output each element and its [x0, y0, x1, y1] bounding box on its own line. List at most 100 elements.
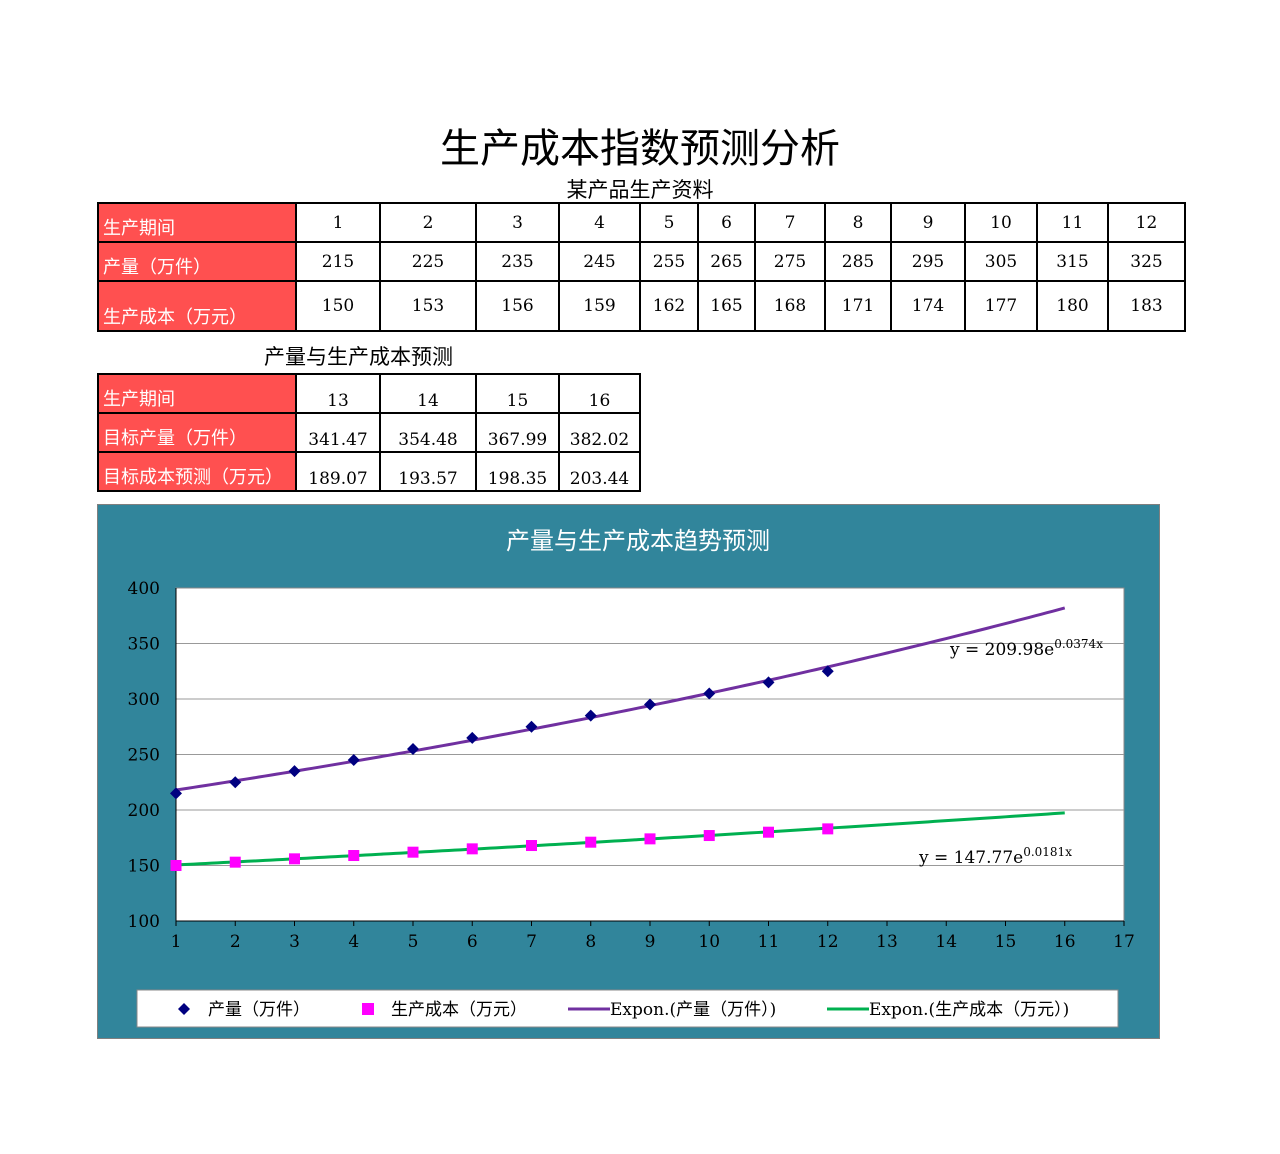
series2-point — [407, 846, 419, 858]
y-tick-label: 300 — [128, 690, 160, 710]
production-table-cell: 174 — [890, 280, 966, 332]
x-tick-label: 3 — [289, 932, 300, 952]
x-tick-label: 5 — [408, 932, 419, 952]
forecast-table-cell: 189.07 — [295, 451, 381, 492]
forecast-table-cell: 367.99 — [475, 412, 560, 453]
x-tick-label: 8 — [585, 932, 596, 952]
chart-legend: 产量（万件） 生产成本（万元） Expon.(产量（万件）) Expon.(生产成本（… — [136, 989, 1119, 1028]
series1-point — [703, 687, 716, 700]
forecast-table-cell: 16 — [558, 373, 641, 414]
production-table-cell: 285 — [824, 241, 892, 282]
production-table-cell: 168 — [754, 280, 826, 332]
production-table-cell: 3 — [475, 202, 560, 243]
production-table-cell: 7 — [754, 202, 826, 243]
series2-point — [526, 840, 537, 852]
series1-point — [170, 787, 182, 800]
production-table-cell: 9 — [890, 202, 966, 243]
production-table-row: 产量（万件） 215 225 235 245 255 265 275 285 295 305 315 3… — [97, 241, 1186, 282]
production-table-cell: 275 — [754, 241, 826, 282]
production-table-cell: 8 — [824, 202, 892, 243]
y-tick-label: 100 — [128, 912, 160, 932]
chart-title: 产量与生产成本趋势预测 — [506, 527, 770, 555]
forecast-table-cell: 354.48 — [379, 412, 477, 453]
forecast-table-cell: 193.57 — [379, 451, 477, 492]
y-tick-label: 400 — [128, 579, 160, 599]
production-table-cell: 156 — [475, 280, 560, 332]
forecast-table-cell: 15 — [475, 373, 560, 414]
production-table-cell: 265 — [697, 241, 756, 282]
legend-label: Expon.(生产成本（万元）) — [869, 1000, 1069, 1020]
production-table-row: 生产期间 1 2 3 4 5 6 7 8 9 10 11 12 — [97, 202, 1186, 243]
page-title: 生产成本指数预测分析 — [440, 126, 840, 172]
x-tick-label: 9 — [645, 932, 656, 952]
production-table-cell: 325 — [1107, 241, 1186, 282]
series2-point — [703, 830, 715, 842]
x-tick-label: 17 — [1113, 932, 1135, 952]
x-tick-label: 4 — [348, 932, 359, 952]
production-table-cell: 150 — [295, 280, 381, 332]
series1-point — [525, 720, 538, 733]
production-table-cell: 2 — [379, 202, 477, 243]
forecast-table: 生产期间 13 14 15 16 目标产量（万件） 341.47 354.48 367.99 38… — [97, 373, 641, 492]
series2-point — [822, 823, 834, 835]
series2-point — [229, 856, 241, 868]
production-table-cell: 153 — [379, 280, 477, 332]
production-table-cell: 1 — [295, 202, 381, 243]
series2-point — [348, 850, 360, 862]
forecast-table-cell: 203.44 — [558, 451, 641, 492]
trend-equation-label: y = 209.98e0.0374x — [949, 637, 1103, 660]
series2-point — [466, 843, 478, 855]
x-tick-label: 7 — [526, 932, 537, 952]
production-table-cell: 4 — [558, 202, 641, 243]
trendline-2 — [175, 811, 1065, 867]
y-tick-label: 350 — [128, 635, 160, 655]
x-tick-label: 2 — [230, 932, 241, 952]
production-table-cell: 10 — [964, 202, 1038, 243]
forecast-table-cell: 13 — [295, 373, 381, 414]
production-table-cell: 180 — [1036, 280, 1109, 332]
x-tick-label: 1 — [171, 932, 182, 952]
trend-equation-exponent: 0.0181x — [1023, 845, 1072, 859]
production-table-cell: 295 — [890, 241, 966, 282]
table1-caption: 某产品生产资料 — [566, 178, 714, 202]
production-table-cell: 171 — [824, 280, 892, 332]
production-table-cell: 165 — [697, 280, 756, 332]
y-tick-label: 250 — [128, 746, 160, 766]
production-table-cell: 215 — [295, 241, 381, 282]
series2-point — [170, 860, 182, 871]
x-tick-label: 15 — [995, 932, 1017, 952]
production-table-cell: 225 — [379, 241, 477, 282]
y-tick-label: 200 — [128, 801, 160, 821]
x-tick-label: 10 — [698, 932, 720, 952]
production-table-cell: 159 — [558, 280, 641, 332]
table2-caption: 产量与生产成本预测 — [264, 345, 453, 369]
production-table-cell: 11 — [1036, 202, 1109, 243]
forecast-table-cell: 198.35 — [475, 451, 560, 492]
forecast-table-row-label: 目标成本预测（万元） — [97, 451, 297, 492]
series2-point — [763, 826, 774, 838]
legend-diamond-icon — [178, 1003, 190, 1015]
trend-equation-exponent: 0.0374x — [1054, 637, 1103, 651]
legend-square-icon — [362, 1003, 374, 1015]
series1-point — [288, 765, 301, 778]
forecast-table-cell: 382.02 — [558, 412, 641, 453]
x-tick-label: 13 — [876, 932, 898, 952]
series1-point — [466, 731, 479, 744]
x-tick-label: 14 — [935, 932, 957, 952]
legend-label: Expon.(产量（万件）) — [610, 1000, 776, 1020]
forecast-table-row: 目标产量（万件） 341.47 354.48 367.99 382.02 — [97, 412, 641, 453]
production-table-row: 生产成本（万元） 150 153 156 159 162 165 168 171 174 177 18… — [97, 280, 1186, 332]
series1-point — [584, 709, 597, 722]
x-tick-label: 6 — [467, 932, 478, 952]
forecast-table-row: 生产期间 13 14 15 16 — [97, 373, 641, 414]
production-table-cell: 183 — [1107, 280, 1186, 332]
x-tick-label: 12 — [817, 932, 839, 952]
production-table-cell: 255 — [639, 241, 699, 282]
forecast-table-cell: 14 — [379, 373, 477, 414]
forecast-table-row-label: 生产期间 — [97, 373, 297, 414]
series1-point — [229, 776, 242, 789]
production-table-row-label: 生产成本（万元） — [97, 280, 297, 332]
production-table-row-label: 生产期间 — [97, 202, 297, 243]
series1-point — [407, 742, 419, 755]
